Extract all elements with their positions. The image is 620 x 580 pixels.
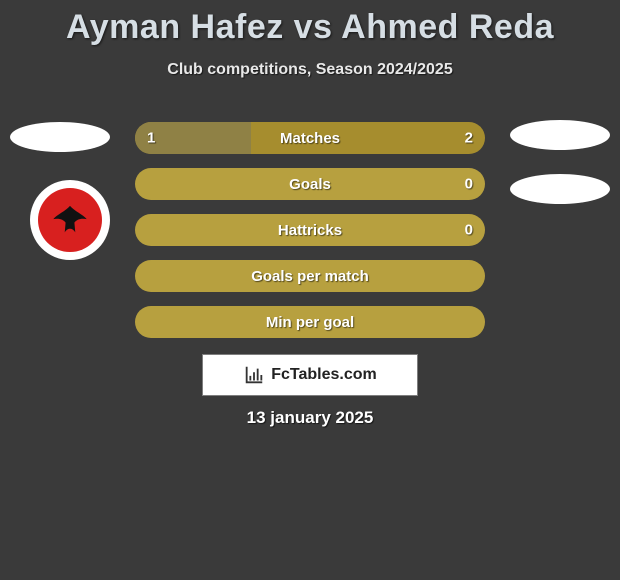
bar-right-value: 0 bbox=[465, 176, 473, 193]
bar-row: Goals per match bbox=[135, 260, 485, 292]
club-badge bbox=[30, 180, 110, 260]
date-text: 13 january 2025 bbox=[0, 408, 620, 428]
bar-left-value: 1 bbox=[147, 130, 155, 147]
bar-label: Hattricks bbox=[278, 222, 342, 239]
comparison-bars: 1 Matches 2 Goals 0 Hattricks 0 Goals per match… bbox=[135, 122, 485, 352]
bar-label: Matches bbox=[280, 130, 340, 147]
page-title: Ayman Hafez vs Ahmed Reda bbox=[0, 0, 620, 47]
player-left-avatar bbox=[10, 122, 110, 152]
chart-icon bbox=[243, 364, 265, 386]
bar-row: Min per goal bbox=[135, 306, 485, 338]
bar-label: Goals per match bbox=[251, 268, 369, 285]
fctables-link[interactable]: FcTables.com bbox=[202, 354, 418, 396]
bar-right-value: 0 bbox=[465, 222, 473, 239]
bar-label: Goals bbox=[289, 176, 331, 193]
bar-row: 1 Matches 2 bbox=[135, 122, 485, 154]
bar-label: Min per goal bbox=[266, 314, 354, 331]
player-right-avatar-1 bbox=[510, 120, 610, 150]
eagle-icon bbox=[38, 188, 102, 252]
footer-brand-text: FcTables.com bbox=[271, 366, 377, 384]
bar-right-value: 2 bbox=[465, 130, 473, 147]
bar-row: Goals 0 bbox=[135, 168, 485, 200]
page-subtitle: Club competitions, Season 2024/2025 bbox=[0, 61, 620, 79]
player-right-avatar-2 bbox=[510, 174, 610, 204]
bar-row: Hattricks 0 bbox=[135, 214, 485, 246]
